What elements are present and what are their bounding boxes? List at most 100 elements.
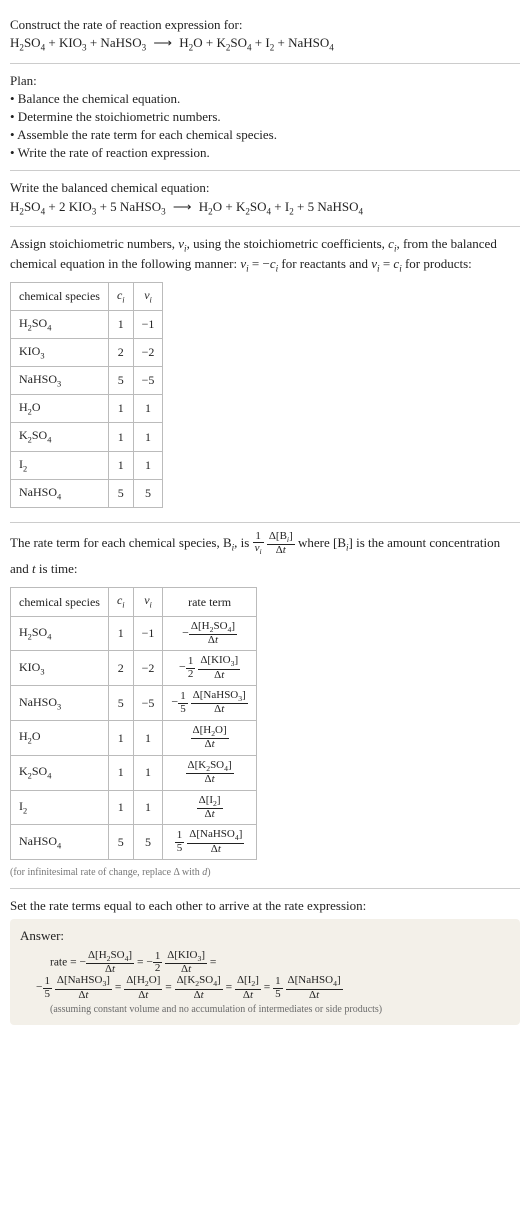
cell-rate: Δ[H2O]Δt — [163, 721, 256, 756]
final-section: Set the rate terms equal to each other t… — [10, 889, 520, 1033]
cell-rate: −Δ[H2SO4]Δt — [163, 616, 256, 651]
cell-species: NaHSO4 — [11, 825, 109, 860]
col-nui: νi — [133, 588, 163, 616]
col-species: chemical species — [11, 282, 109, 310]
stoich-intro: Assign stoichiometric numbers, νi, using… — [10, 235, 520, 276]
table-row: K2SO411Δ[K2SO4]Δt — [11, 755, 257, 790]
cell-ci: 1 — [108, 423, 133, 451]
cell-ci: 1 — [108, 790, 133, 825]
cell-nui: 5 — [133, 825, 163, 860]
final-heading: Set the rate terms equal to each other t… — [10, 897, 520, 915]
table-row: NaHSO35−5−15 Δ[NaHSO3]Δt — [11, 686, 257, 721]
cell-rate: Δ[K2SO4]Δt — [163, 755, 256, 790]
plan-bullet: • Write the rate of reaction expression. — [10, 144, 520, 162]
cell-species: NaHSO3 — [11, 367, 109, 395]
cell-species: KIO3 — [11, 338, 109, 366]
table-header-row: chemical species ci νi — [11, 282, 163, 310]
table-row: KIO32−2−12 Δ[KIO3]Δt — [11, 651, 257, 686]
prompt-section: Construct the rate of reaction expressio… — [10, 8, 520, 64]
col-nui: νi — [133, 282, 163, 310]
cell-nui: 1 — [133, 395, 163, 423]
cell-species: H2O — [11, 721, 109, 756]
cell-ci: 1 — [108, 451, 133, 479]
col-ci: ci — [108, 588, 133, 616]
cell-rate: 15 Δ[NaHSO4]Δt — [163, 825, 256, 860]
plan-section: Plan: • Balance the chemical equation. •… — [10, 64, 520, 172]
table-row: K2SO411 — [11, 423, 163, 451]
cell-nui: 1 — [133, 721, 163, 756]
cell-species: K2SO4 — [11, 423, 109, 451]
plan-heading: Plan: — [10, 72, 520, 90]
balanced-heading: Write the balanced chemical equation: — [10, 179, 520, 197]
table-row: H2SO41−1−Δ[H2SO4]Δt — [11, 616, 257, 651]
stoich-table: chemical species ci νi H2SO41−1KIO32−2Na… — [10, 282, 163, 508]
rateterm-intro: The rate term for each chemical species,… — [10, 531, 520, 582]
cell-nui: −5 — [133, 367, 163, 395]
table-row: KIO32−2 — [11, 338, 163, 366]
cell-ci: 1 — [108, 755, 133, 790]
answer-footnote: (assuming constant volume and no accumul… — [20, 1003, 510, 1017]
cell-nui: 1 — [133, 423, 163, 451]
cell-ci: 1 — [108, 310, 133, 338]
answer-box: Answer: rate = −Δ[H2SO4]Δt = −12 Δ[KIO3]… — [10, 919, 520, 1025]
rateterm-section: The rate term for each chemical species,… — [10, 523, 520, 889]
cell-nui: 1 — [133, 755, 163, 790]
cell-rate: −12 Δ[KIO3]Δt — [163, 651, 256, 686]
cell-nui: 1 — [133, 451, 163, 479]
cell-species: NaHSO3 — [11, 686, 109, 721]
cell-ci: 5 — [108, 367, 133, 395]
plan-bullet: • Balance the chemical equation. — [10, 90, 520, 108]
col-species: chemical species — [11, 588, 109, 616]
cell-rate: Δ[I2]Δt — [163, 790, 256, 825]
cell-nui: 1 — [133, 790, 163, 825]
table-row: NaHSO35−5 — [11, 367, 163, 395]
table-row: NaHSO45515 Δ[NaHSO4]Δt — [11, 825, 257, 860]
prompt-equation: H2SO4 + KIO3 + NaHSO3 ⟶ H2O + K2SO4 + I2… — [10, 34, 520, 54]
cell-species: KIO3 — [11, 651, 109, 686]
cell-ci: 1 — [108, 395, 133, 423]
answer-line-1: rate = −Δ[H2SO4]Δt = −12 Δ[KIO3]Δt = — [20, 950, 510, 976]
cell-species: H2SO4 — [11, 310, 109, 338]
table-row: I211 — [11, 451, 163, 479]
cell-species: I2 — [11, 790, 109, 825]
rate-tbody: H2SO41−1−Δ[H2SO4]ΔtKIO32−2−12 Δ[KIO3]ΔtN… — [11, 616, 257, 860]
table-row: I211Δ[I2]Δt — [11, 790, 257, 825]
cell-ci: 1 — [108, 721, 133, 756]
cell-nui: −2 — [133, 651, 163, 686]
cell-nui: 5 — [133, 479, 163, 507]
table-header-row: chemical species ci νi rate term — [11, 588, 257, 616]
table-row: H2SO41−1 — [11, 310, 163, 338]
table-row: H2O11 — [11, 395, 163, 423]
cell-nui: −1 — [133, 310, 163, 338]
cell-species: I2 — [11, 451, 109, 479]
cell-ci: 5 — [108, 686, 133, 721]
balanced-section: Write the balanced chemical equation: H2… — [10, 171, 520, 227]
col-ci: ci — [108, 282, 133, 310]
rate-footnote: (for infinitesimal rate of change, repla… — [10, 866, 520, 880]
cell-species: H2SO4 — [11, 616, 109, 651]
cell-species: NaHSO4 — [11, 479, 109, 507]
cell-ci: 1 — [108, 616, 133, 651]
answer-label: Answer: — [20, 927, 510, 945]
table-row: H2O11Δ[H2O]Δt — [11, 721, 257, 756]
cell-ci: 2 — [108, 338, 133, 366]
plan-bullet: • Assemble the rate term for each chemic… — [10, 126, 520, 144]
stoich-section: Assign stoichiometric numbers, νi, using… — [10, 227, 520, 523]
cell-nui: −1 — [133, 616, 163, 651]
cell-ci: 5 — [108, 825, 133, 860]
cell-ci: 2 — [108, 651, 133, 686]
cell-nui: −5 — [133, 686, 163, 721]
plan-bullet: • Determine the stoichiometric numbers. — [10, 108, 520, 126]
col-rate: rate term — [163, 588, 256, 616]
prompt-title: Construct the rate of reaction expressio… — [10, 16, 520, 34]
balanced-equation: H2SO4 + 2 KIO3 + 5 NaHSO3 ⟶ H2O + K2SO4 … — [10, 198, 520, 218]
cell-species: H2O — [11, 395, 109, 423]
stoich-tbody: H2SO41−1KIO32−2NaHSO35−5H2O11K2SO411I211… — [11, 310, 163, 507]
cell-species: K2SO4 — [11, 755, 109, 790]
cell-nui: −2 — [133, 338, 163, 366]
rate-table: chemical species ci νi rate term H2SO41−… — [10, 587, 257, 860]
answer-line-2: −15 Δ[NaHSO3]Δt = Δ[H2O]Δt = Δ[K2SO4]Δt … — [20, 975, 510, 1001]
cell-rate: −15 Δ[NaHSO3]Δt — [163, 686, 256, 721]
table-row: NaHSO455 — [11, 479, 163, 507]
cell-ci: 5 — [108, 479, 133, 507]
